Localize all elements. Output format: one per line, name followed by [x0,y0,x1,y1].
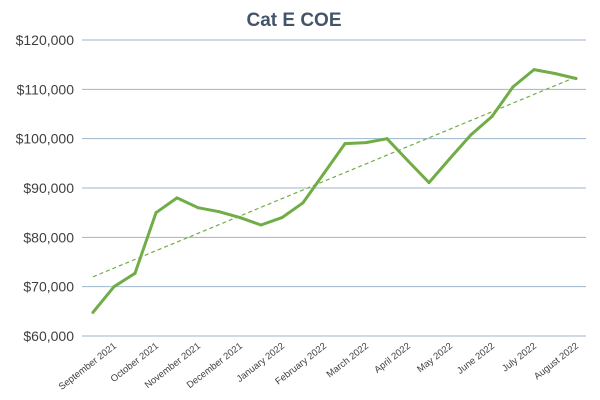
x-tick-label: July 2022 [500,341,539,375]
x-tick-label: August 2022 [532,341,581,383]
y-tick-label: $80,000 [23,229,74,245]
data-point [574,76,578,80]
data-point [154,211,158,215]
data-point [532,68,536,72]
y-tick-label: $110,000 [17,81,75,97]
data-point [217,210,221,214]
series-layer [91,68,578,314]
y-tick-label: $70,000 [23,279,74,295]
data-point [259,223,263,227]
data-point [133,271,137,275]
data-point [406,159,410,163]
x-tick-label: June 2022 [455,341,497,377]
trendline-layer [92,76,577,278]
x-tick-label: September 2021 [57,341,119,393]
series-line-0 [91,68,578,314]
x-tick-label: March 2022 [325,341,371,381]
data-point [91,310,95,314]
x-tick-label: May 2022 [415,341,455,375]
data-point [469,133,473,137]
data-point [238,216,242,220]
gridlines [82,39,586,337]
y-tick-label: $120,000 [16,32,75,48]
data-point [553,72,557,76]
data-point [343,142,347,146]
y-axis-tick-labels: $60,000 $70,000 $80,000 $90,000 $100,000 $110… [16,32,75,344]
data-point [427,181,431,185]
y-tick-label: $90,000 [23,180,74,196]
data-point [301,201,305,205]
y-tick-label: $100,000 [16,131,75,147]
x-tick-label: April 2022 [372,341,412,376]
data-point [280,216,284,220]
data-point [112,285,116,289]
data-point [175,196,179,200]
data-point [490,114,494,118]
data-point [448,156,452,160]
trendline [92,76,577,278]
data-point [196,206,200,210]
data-point [322,171,326,175]
data-point [511,85,515,89]
data-point [364,141,368,145]
y-tick-label: $60,000 [23,328,74,344]
chart-title: Cat E COE [246,10,341,31]
data-point [385,137,389,141]
